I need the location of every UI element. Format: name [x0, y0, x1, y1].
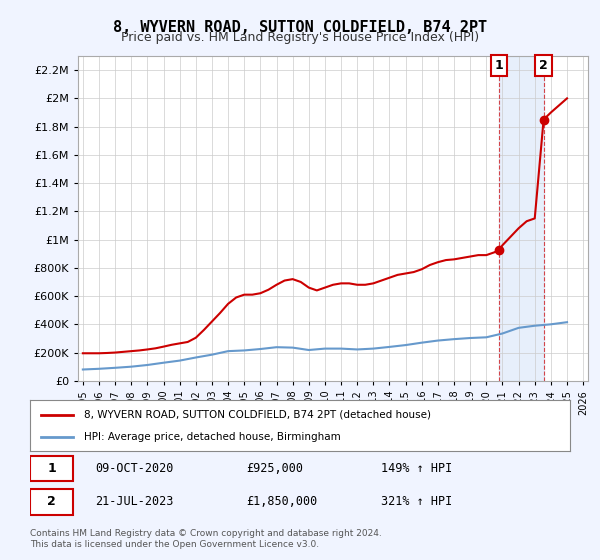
Text: Price paid vs. HM Land Registry's House Price Index (HPI): Price paid vs. HM Land Registry's House …: [121, 31, 479, 44]
Text: 8, WYVERN ROAD, SUTTON COLDFIELD, B74 2PT: 8, WYVERN ROAD, SUTTON COLDFIELD, B74 2P…: [113, 20, 487, 35]
Text: 21-JUL-2023: 21-JUL-2023: [95, 496, 173, 508]
Bar: [499, 56, 544, 381]
Text: 149% ↑ HPI: 149% ↑ HPI: [381, 462, 452, 475]
Text: £1,850,000: £1,850,000: [246, 496, 317, 508]
Text: 8, WYVERN ROAD, SUTTON COLDFIELD, B74 2PT (detached house): 8, WYVERN ROAD, SUTTON COLDFIELD, B74 2P…: [84, 409, 431, 419]
Text: 1: 1: [494, 59, 503, 72]
Text: Contains HM Land Registry data © Crown copyright and database right 2024.
This d: Contains HM Land Registry data © Crown c…: [30, 529, 382, 549]
Text: 1: 1: [47, 462, 56, 475]
Text: 2: 2: [539, 59, 548, 72]
Text: 321% ↑ HPI: 321% ↑ HPI: [381, 496, 452, 508]
FancyBboxPatch shape: [30, 456, 73, 481]
Text: HPI: Average price, detached house, Birmingham: HPI: Average price, detached house, Birm…: [84, 432, 341, 442]
FancyBboxPatch shape: [30, 489, 73, 515]
Text: £925,000: £925,000: [246, 462, 303, 475]
Text: 09-OCT-2020: 09-OCT-2020: [95, 462, 173, 475]
Text: 2: 2: [47, 496, 56, 508]
